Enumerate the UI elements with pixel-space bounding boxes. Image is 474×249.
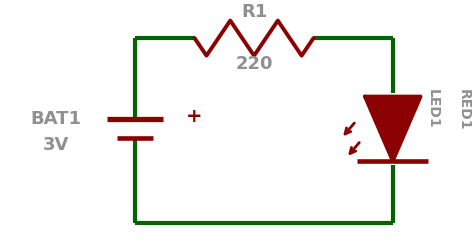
Text: +: +: [186, 107, 203, 125]
Text: 3V: 3V: [43, 136, 69, 154]
Text: RED1: RED1: [457, 88, 471, 130]
Text: 220: 220: [235, 56, 273, 73]
Text: BAT1: BAT1: [30, 110, 82, 128]
Polygon shape: [365, 97, 420, 161]
Text: LED1: LED1: [425, 89, 439, 129]
Text: R1: R1: [241, 3, 267, 21]
